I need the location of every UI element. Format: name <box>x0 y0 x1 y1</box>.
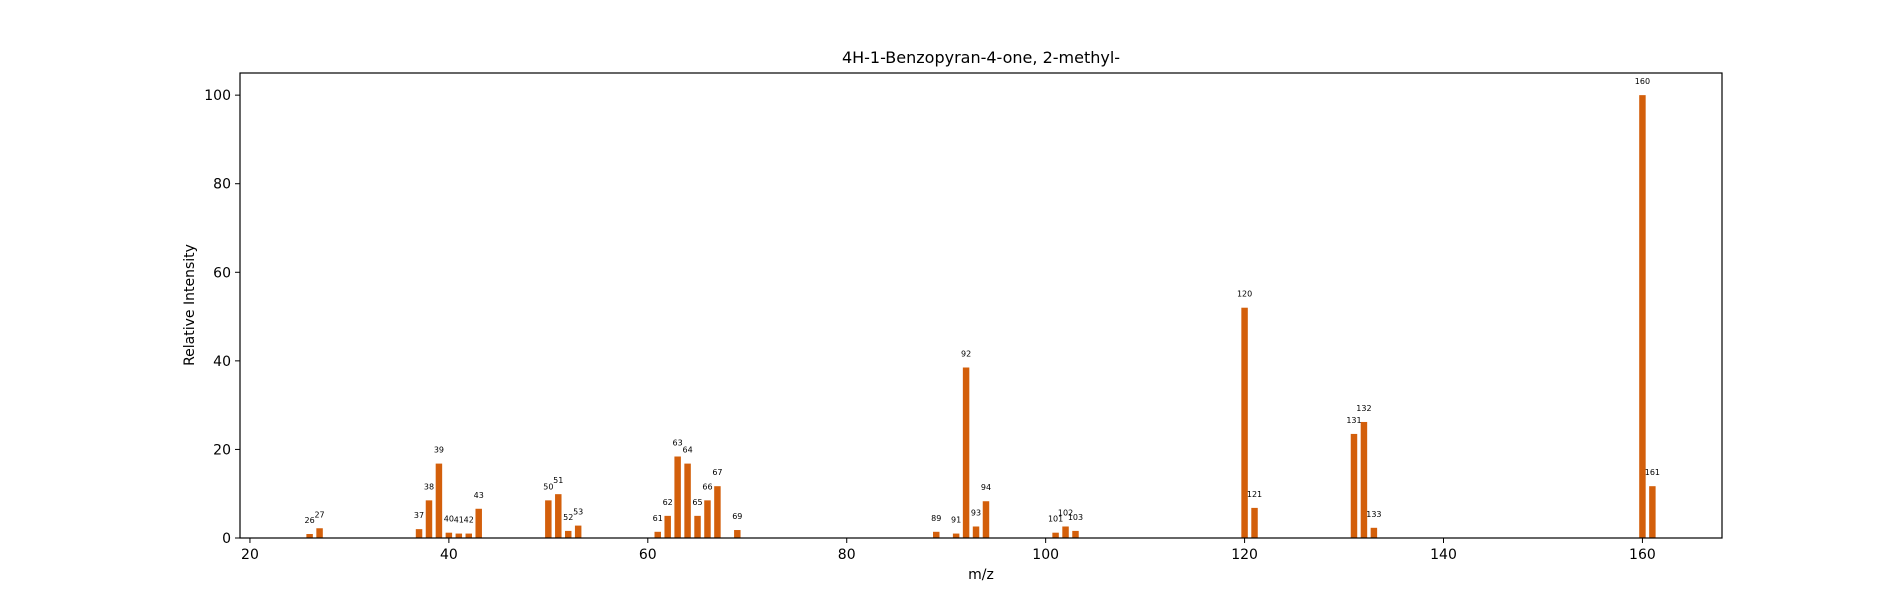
x-tick-label: 20 <box>241 547 259 563</box>
bar-mz-51 <box>555 494 562 538</box>
y-tick-label: 80 <box>213 177 231 193</box>
bar-mz-91 <box>952 533 960 538</box>
bar-label: 132 <box>1356 404 1371 413</box>
bar-label: 101 <box>1048 515 1063 524</box>
x-axis-ticks: 20 40 60 80 100 120 140 160 <box>241 538 1656 563</box>
bar-mz-67 <box>714 486 721 538</box>
bar-mz-133 <box>1370 527 1378 538</box>
bar-label: 93 <box>971 508 981 517</box>
bar-mz-69 <box>734 530 741 538</box>
bar-label: 51 <box>553 476 563 485</box>
plot-frame <box>239 72 1723 539</box>
bar-label: 64 <box>682 446 692 455</box>
bar-mz-64 <box>684 463 691 538</box>
bar-mz-132 <box>1360 421 1368 538</box>
bar-mz-62 <box>664 515 671 538</box>
bar-label: 38 <box>424 482 434 491</box>
x-tick-label: 140 <box>1430 547 1457 563</box>
bar-label: 133 <box>1366 510 1381 519</box>
bar-mz-160 <box>1639 95 1646 538</box>
bar-label: 62 <box>663 498 673 507</box>
bar-mz-102 <box>1062 526 1069 538</box>
bar-mz-43 <box>475 508 482 538</box>
bar-label: 161 <box>1645 468 1660 477</box>
bar-mz-131 <box>1350 433 1358 538</box>
bar-mz-93 <box>972 526 980 538</box>
bar-mz-103 <box>1072 530 1079 538</box>
bar-label: 91 <box>951 516 961 525</box>
bar-label: 43 <box>474 491 484 500</box>
x-tick-label: 40 <box>440 547 458 563</box>
chart-title: 4H-1-Benzopyran-4-one, 2-methyl- <box>842 48 1120 67</box>
bar-label: 131 <box>1346 416 1361 425</box>
x-axis-label: m/z <box>968 567 994 583</box>
bar-mz-42 <box>465 533 472 538</box>
bar-label: 41 <box>454 516 464 525</box>
bar-mz-92 <box>962 367 970 538</box>
bar-label: 52 <box>563 513 573 522</box>
bar-mz-63 <box>674 456 681 538</box>
bar-mz-52 <box>565 530 572 538</box>
bar-mz-41 <box>455 533 463 538</box>
x-tick-label: 120 <box>1231 547 1258 563</box>
bar-label: 37 <box>414 511 424 520</box>
y-tick-label: 0 <box>222 531 231 547</box>
bar-mz-26 <box>306 534 313 538</box>
bar-mz-37 <box>415 529 423 538</box>
bar-label: 61 <box>653 514 663 523</box>
bar-label: 65 <box>692 498 702 507</box>
bar-mz-40 <box>445 532 453 538</box>
bar-mz-101 <box>1052 532 1059 538</box>
y-axis-label: Relative Intensity <box>182 244 198 366</box>
bar-label: 94 <box>981 483 991 492</box>
bar-label: 67 <box>712 468 722 477</box>
x-tick-label: 80 <box>838 547 856 563</box>
bar-label: 121 <box>1247 490 1262 499</box>
bar-label: 26 <box>305 516 315 525</box>
bar-mz-120 <box>1241 307 1248 538</box>
bar-label: 160 <box>1635 77 1650 86</box>
bar-label: 92 <box>961 350 971 359</box>
bar-label: 120 <box>1237 290 1252 299</box>
x-tick-label: 60 <box>639 547 657 563</box>
bar-label: 39 <box>434 446 444 455</box>
y-tick-label: 100 <box>204 88 231 104</box>
bar-label: 66 <box>702 482 712 491</box>
bar-mz-66 <box>704 500 711 538</box>
bar-mz-50 <box>545 500 552 538</box>
y-tick-label: 20 <box>213 442 231 458</box>
bar-label: 27 <box>314 510 324 519</box>
bar-mz-53 <box>574 525 582 538</box>
bar-mz-161 <box>1649 486 1656 538</box>
y-axis-ticks: 0 20 40 60 80 100 <box>204 88 240 547</box>
y-tick-label: 40 <box>213 354 231 370</box>
bar-mz-121 <box>1251 507 1258 538</box>
bar-label: 102 <box>1058 508 1073 517</box>
bar-label: 42 <box>464 516 474 525</box>
bar-label: 40 <box>444 515 454 524</box>
bar-label: 53 <box>573 508 583 517</box>
bar-label: 50 <box>543 482 553 491</box>
bar-mz-38 <box>425 500 433 538</box>
bar-mz-89 <box>933 531 940 538</box>
bar-label: 63 <box>673 439 683 448</box>
x-tick-label: 100 <box>1032 547 1059 563</box>
bar-mz-61 <box>654 531 661 538</box>
bar-mz-27 <box>316 528 323 538</box>
bar-mz-94 <box>982 501 990 538</box>
bars-layer <box>306 95 1656 538</box>
bar-label: 89 <box>931 514 941 523</box>
y-tick-label: 60 <box>213 265 231 281</box>
x-tick-label: 160 <box>1629 547 1656 563</box>
bar-label: 69 <box>732 512 742 521</box>
bar-mz-65 <box>694 515 701 538</box>
bar-label: 103 <box>1068 513 1083 522</box>
bar-mz-39 <box>435 463 443 538</box>
